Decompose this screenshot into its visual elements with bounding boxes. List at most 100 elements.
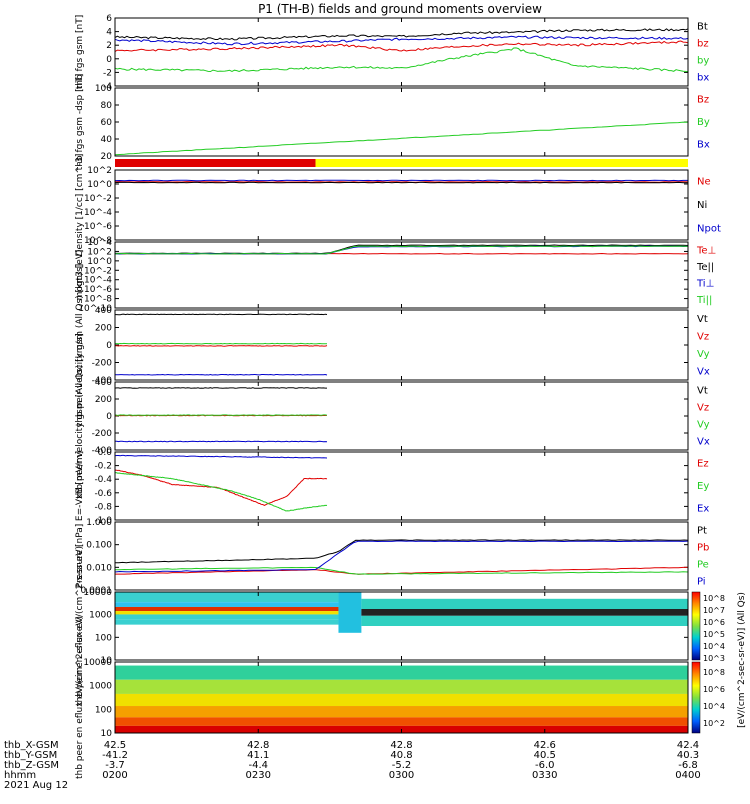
footer-value: 40.5: [534, 750, 556, 761]
panel-ylabel: E=-VxB [mV/m]: [75, 451, 85, 521]
legend-entry: bx: [697, 73, 709, 84]
legend-entry: Vx: [697, 366, 710, 377]
series-line-Ti||: [114, 245, 689, 255]
legend-entry: Pt: [697, 526, 707, 537]
ytick-label: -0.2: [94, 462, 112, 472]
ytick-label: 0: [106, 55, 112, 65]
colorbar-tick-label: 10^4: [703, 702, 725, 711]
ytick-label: 10^0: [87, 180, 112, 190]
panel-ylabel: thb peer velocity gsm (All Qs) [km/s]: [75, 333, 85, 499]
spectrogram-band: [115, 602, 339, 607]
ytick-label: -0.8: [94, 502, 112, 512]
footer-value: 42.8: [247, 740, 269, 751]
series-line-Ez: [114, 469, 328, 506]
spectrogram-band: [115, 611, 339, 615]
ytick-label: -200: [92, 429, 113, 439]
ytick-label: 6: [106, 14, 112, 24]
ytick-label: 100: [95, 705, 112, 715]
series-line-Ni: [114, 181, 689, 184]
spectrogram-band: [115, 706, 688, 718]
spectrogram-band: [115, 606, 339, 612]
ytick-label: 200: [95, 395, 112, 405]
panel-ylabel: thb peer en eflux eV/(cm^2-s-sr-eV): [75, 616, 85, 779]
series-line-Vy: [115, 342, 327, 345]
panel-ylabel: thb peir velocity gsm (All Qs) [km/s]: [75, 264, 85, 427]
legend-entry: Ex: [697, 504, 709, 515]
legend-entry: by: [697, 56, 709, 67]
footer-value: 0200: [102, 770, 127, 781]
legend-entry: bz: [697, 39, 709, 50]
footer-value: 0330: [532, 770, 557, 781]
footer-value: 41.1: [247, 750, 269, 761]
ytick-label: 10^0: [87, 257, 112, 267]
figure-title: P1 (TH-B) fields and ground moments over…: [258, 2, 542, 16]
footer-value: -6.0: [535, 760, 555, 771]
colorbar-tick-label: 10^2: [703, 719, 725, 728]
legend-entry: Vy: [697, 420, 710, 431]
legend-entry: Te||: [696, 262, 714, 273]
series-line-Pe: [115, 566, 689, 575]
colorbar: 10^8 10^7 10^6 10^5 10^4 10^3 10^8 10^6 10^4 10^2…: [691, 591, 747, 734]
colorbar-tick-label: 10^3: [703, 654, 725, 663]
legend-entry: Ti⊥: [696, 278, 714, 289]
panel-frame: [114, 309, 689, 381]
ytick-label: 40: [101, 135, 113, 145]
ytick-label: 10^2: [87, 166, 112, 176]
ytick-label: 2: [106, 41, 112, 51]
ytick-label: -200: [92, 359, 113, 369]
ytick-label: 100: [95, 633, 112, 643]
footer-value: 0300: [389, 770, 414, 781]
ytick-label: -4: [103, 82, 112, 92]
panel-frame: [114, 87, 689, 157]
panel-7: E=-VxB [mV/m] 0.0 -0.2 -0.4 -0.6 -0.8 -1.0 Ez Ey…: [75, 448, 709, 526]
spectrogram: [115, 592, 688, 633]
panel-9: thb peir en eflux eV/(cm^2-s-sr-eV)10000…: [75, 546, 689, 706]
legend-entry: Vy: [697, 349, 710, 360]
ytick-label: 10^-6: [84, 222, 112, 232]
series-line-Ti⊥: [114, 245, 689, 255]
colorbar-tick-label: 10^5: [703, 630, 725, 639]
ytick-label: -0.4: [94, 475, 112, 485]
panel-ylabel: thb peir en eflux eV/(cm^2-s-sr-eV): [75, 546, 85, 706]
ytick-label: 1000: [89, 611, 112, 621]
series-line-Vy: [114, 414, 328, 416]
ytick-label: 10000: [83, 658, 112, 668]
ytick-label: 0.0001: [81, 586, 113, 596]
footer-value: 0400: [675, 770, 700, 781]
series-line-Vx: [115, 440, 328, 443]
ytick-label: -1.0: [94, 516, 112, 526]
ytick-label: -400: [92, 376, 113, 386]
colorbar-label: [eV/(cm^2-sec-sr-eV)] (All Qs): [737, 592, 747, 728]
ytick-label: 1000: [89, 682, 112, 692]
ytick-label: 0.0: [98, 448, 113, 458]
spectrogram-band: [115, 679, 688, 694]
panel-ylabel: Density [1/cc] [cm^-3]: [75, 154, 85, 257]
ytick-label: 10^-2: [84, 266, 112, 276]
panel-2: thb fgs gsm -dsp [nT] 100 80 60 40 20 Bz By Bx: [75, 74, 710, 171]
panel-8: Pressure [nPa]1.000 0.100 0.010 0.0001 Pt Pb P…: [75, 518, 709, 596]
footer-value: 0230: [246, 770, 271, 781]
footer-row-label: 2021 Aug 12: [4, 780, 68, 791]
legend-entry: Vz: [697, 403, 709, 414]
panel-ylabel: Pressure [nPa]: [75, 524, 85, 589]
ytick-label: 80: [101, 101, 113, 111]
legend-entry: Ne: [697, 177, 711, 188]
ytick-label: 0.100: [86, 541, 112, 551]
footer-row-label: hhmm: [4, 770, 36, 781]
footer-value: 42.4: [677, 740, 699, 751]
series-line-Vz: [115, 345, 328, 347]
panel-frame: [114, 17, 689, 87]
legend-entry: Bx: [697, 140, 710, 151]
series-line-Npot: [114, 179, 688, 182]
footer-value: -3.7: [105, 760, 125, 771]
status-bar: [115, 159, 688, 167]
spectrogram-band: [115, 693, 688, 707]
ytick-label: 4: [106, 28, 112, 38]
panel-5: thb peir velocity gsm (All Qs) [km/s] 400…: [75, 264, 710, 427]
colorbar-upper: [691, 591, 701, 661]
series-line-Ex: [114, 454, 328, 459]
series-line-Vx: [114, 373, 328, 376]
